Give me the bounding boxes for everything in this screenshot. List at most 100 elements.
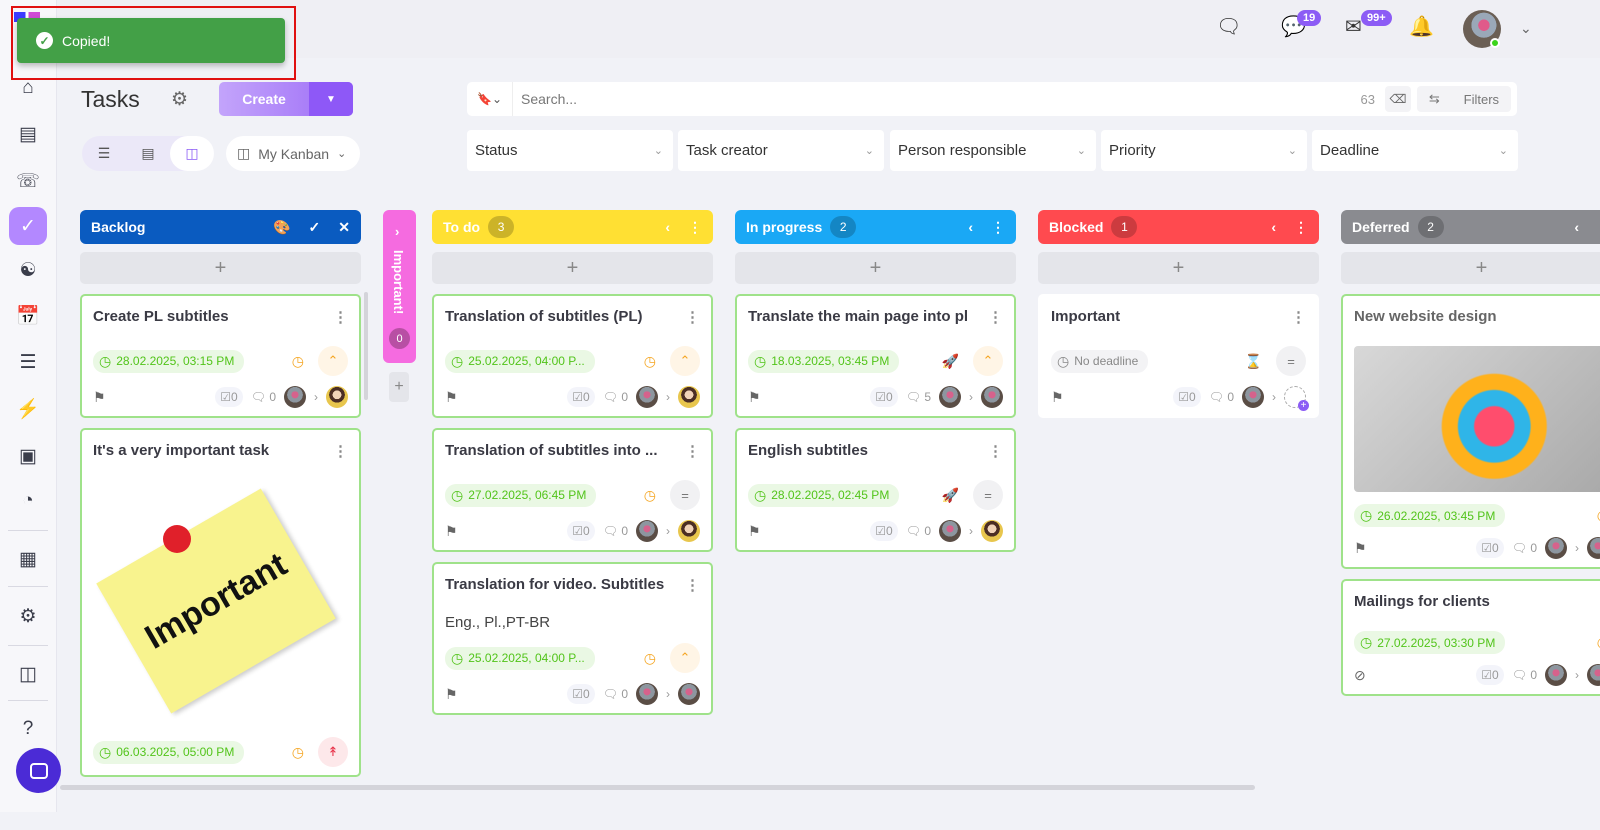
collapse-icon[interactable]: ‹ [1271, 219, 1276, 235]
settings-icon[interactable]: ⚙ [19, 605, 37, 627]
column-scrollbar[interactable] [364, 292, 368, 400]
task-card[interactable]: Translate the main page into pl ⋮ ◷ 18.03.2… [735, 294, 1016, 418]
more-icon[interactable]: ⋮ [1294, 218, 1308, 235]
help-icon[interactable]: ? [22, 718, 34, 739]
support-chat-button[interactable] [16, 748, 61, 793]
chevron-right-icon[interactable]: › [395, 224, 400, 239]
search-input[interactable]: Search... [521, 91, 578, 107]
phone-icon[interactable]: ☏ [16, 170, 40, 192]
eraser-icon[interactable]: ⌫ [1385, 86, 1411, 112]
more-icon[interactable]: ⋮ [685, 443, 700, 460]
collapse-icon[interactable]: ‹ [1574, 219, 1579, 235]
more-icon[interactable]: ⋮ [991, 218, 1005, 235]
chart-icon[interactable]: ◔ [22, 490, 34, 511]
flag-icon[interactable]: ⚑ [445, 685, 458, 702]
flag-icon[interactable]: ⚑ [1051, 388, 1064, 405]
add-task-button[interactable]: + [1341, 252, 1600, 284]
assignee-avatar[interactable] [678, 683, 700, 705]
task-card[interactable]: Translation of subtitles into ... ⋮ ◷ 27.02… [432, 428, 713, 552]
column-header[interactable]: Backlog 🎨 ✓ ✕ [80, 210, 361, 244]
deadline-badge[interactable]: ◷ 25.02.2025, 04:00 P... [445, 646, 595, 670]
chevron-up-icon[interactable]: ⌃ [670, 346, 700, 376]
add-assignee-icon[interactable] [1284, 386, 1309, 411]
gear-icon[interactable]: ⚙ [171, 89, 189, 110]
creator-avatar[interactable] [939, 386, 961, 408]
calendar-icon[interactable]: 📅 [16, 306, 40, 327]
close-icon[interactable]: ✕ [338, 218, 350, 235]
task-title[interactable]: It's a very important task [93, 442, 270, 459]
creator-avatar[interactable] [284, 386, 306, 408]
chevron-up-icon[interactable]: ⌃ [670, 643, 700, 673]
deadline-badge[interactable]: ◷ 27.02.2025, 06:45 PM [445, 483, 597, 507]
deadline-badge[interactable]: ◷ 26.02.2025, 03:45 PM [1354, 504, 1506, 527]
task-title[interactable]: English subtitles [748, 442, 869, 459]
collapse-icon[interactable]: ‹ [968, 219, 973, 235]
more-icon[interactable]: ⋮ [685, 577, 700, 594]
caret-down-icon[interactable]: ▼ [309, 82, 353, 116]
task-title[interactable]: Mailings for clients [1354, 593, 1490, 610]
eye-off-icon[interactable]: ⊘ [1354, 666, 1366, 683]
more-icon[interactable]: ⋮ [1291, 309, 1306, 326]
assignee-avatar[interactable] [326, 386, 348, 408]
task-card[interactable]: Mailings for clients ⋮ ◷ 27.02.2025, 03:30 … [1341, 579, 1600, 696]
task-card[interactable]: English subtitles ⋮ ◷ 28.02.2025, 02:45 PM 🚀… [735, 428, 1016, 552]
flag-icon[interactable]: ⚑ [93, 388, 106, 405]
deadline-badge[interactable]: ◷ 06.03.2025, 05:00 PM [93, 740, 245, 764]
task-title[interactable]: Translate the main page into pl [748, 308, 969, 325]
users-icon[interactable]: ☯ [19, 259, 37, 281]
filter-task-creator[interactable]: Task creator ⌄ [678, 130, 884, 171]
more-icon[interactable]: ⋮ [685, 309, 700, 326]
tasks-icon[interactable]: ✓ [9, 207, 47, 245]
filter-priority[interactable]: Priority ⌄ [1101, 130, 1307, 171]
deadline-badge[interactable]: ◷ 28.02.2025, 02:45 PM [748, 483, 900, 507]
chat-icon[interactable]: 🗨 [1216, 16, 1242, 38]
kanban-view-icon[interactable]: ◫ [170, 136, 214, 171]
creator-avatar[interactable] [636, 683, 658, 705]
palette-icon[interactable]: 🎨 [273, 218, 291, 235]
chevron-up-icon[interactable]: ⌃ [318, 346, 348, 376]
more-icon[interactable]: ⋮ [988, 309, 1003, 326]
database-icon[interactable]: ☰ [19, 351, 37, 373]
more-icon[interactable]: ⋮ [688, 218, 702, 235]
create-label[interactable]: Create [242, 91, 286, 107]
add-task-button[interactable]: + [80, 252, 361, 284]
document-icon[interactable]: ▤ [19, 123, 37, 145]
flag-icon[interactable]: ⚑ [748, 522, 761, 539]
task-title[interactable]: Translation of subtitles (PL) [445, 308, 643, 325]
mail-icon[interactable]: ✉ [1345, 16, 1362, 38]
assignee-avatar[interactable] [981, 520, 1003, 542]
task-card[interactable]: It's a very important task ⋮ Important ◷ 06.… [80, 428, 361, 777]
assignee-avatar[interactable] [981, 386, 1003, 408]
creator-avatar[interactable] [636, 386, 658, 408]
creator-avatar[interactable] [636, 520, 658, 542]
more-icon[interactable]: ⋮ [1594, 308, 1600, 326]
equal-icon[interactable]: = [670, 480, 700, 510]
column-header[interactable]: Blocked 1 ‹ ⋮ [1038, 210, 1319, 244]
column-header[interactable]: Deferred 2 ‹ ⋮ [1341, 210, 1600, 244]
bell-icon[interactable]: 🔔 [1409, 16, 1434, 38]
more-icon[interactable]: ⋮ [1597, 219, 1600, 236]
kanban-selector[interactable]: ◫ My Kanban ⌄ [226, 136, 360, 171]
more-icon[interactable]: ⋮ [333, 309, 348, 326]
creator-avatar[interactable] [1545, 664, 1567, 686]
more-icon[interactable]: ⋮ [988, 443, 1003, 460]
add-task-button[interactable]: + [735, 252, 1016, 284]
wallet-icon[interactable]: ◫ [19, 663, 37, 685]
column-header[interactable]: In progress 2 ‹ ⋮ [735, 210, 1016, 244]
collapse-icon[interactable]: ‹ [665, 219, 670, 235]
task-card[interactable]: Translation of subtitles (PL) ⋮ ◷ 25.02.202… [432, 294, 713, 418]
task-title[interactable]: Translation for video. Subtitles [445, 576, 665, 593]
check-icon[interactable]: ✓ [308, 218, 321, 235]
scan-icon[interactable]: ▣ [19, 445, 37, 467]
assignee-avatar[interactable] [1587, 664, 1600, 686]
flag-icon[interactable]: ⚑ [445, 388, 458, 405]
equal-icon[interactable]: = [973, 480, 1003, 510]
column-header[interactable]: To do 3 ‹ ⋮ [432, 210, 713, 244]
chevron-down-icon[interactable]: ⌄ [1520, 20, 1532, 36]
creator-avatar[interactable] [1242, 386, 1264, 408]
add-task-button[interactable]: + [432, 252, 713, 284]
filter-deadline[interactable]: Deadline ⌄ [1312, 130, 1518, 171]
task-card[interactable]: Create PL subtitles ⋮ ◷ 28.02.2025, 03:15 P… [80, 294, 361, 418]
assignee-avatar[interactable] [1587, 537, 1600, 559]
flag-icon[interactable]: ⚑ [1354, 539, 1367, 556]
